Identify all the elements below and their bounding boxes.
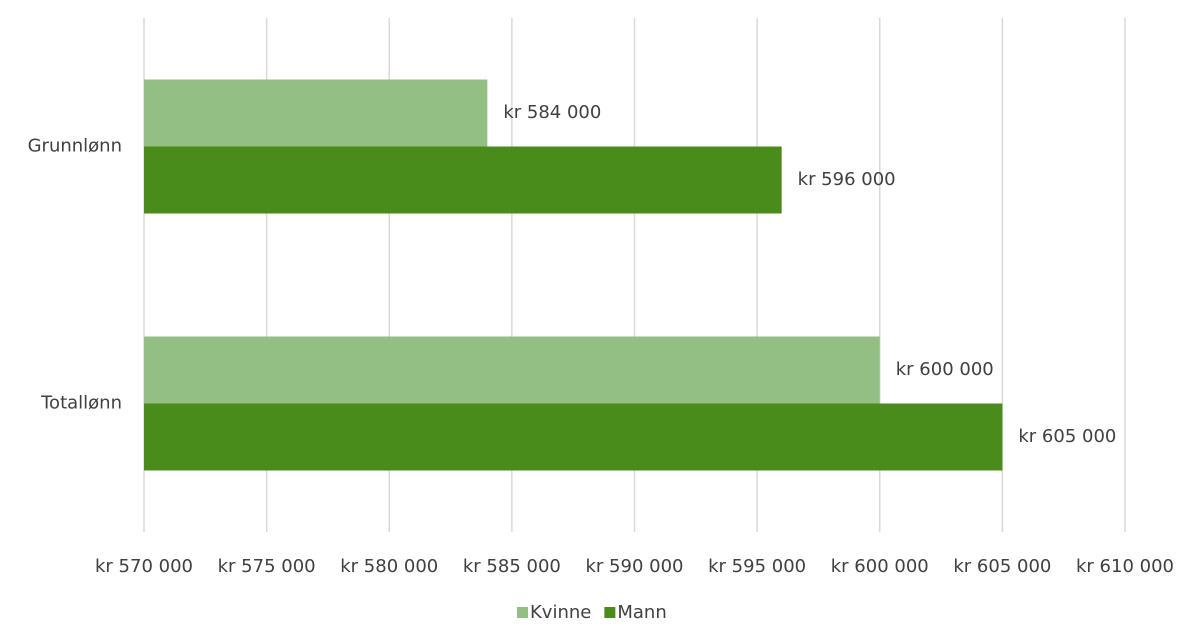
x-tick-label: kr 575 000 — [218, 556, 316, 577]
legend-label: Mann — [617, 602, 666, 623]
x-tick-label: kr 580 000 — [340, 556, 438, 577]
x-tick-label: kr 605 000 — [953, 556, 1051, 577]
x-tick-label: kr 595 000 — [708, 556, 806, 577]
legend-swatch — [604, 607, 616, 618]
y-tick-label: Totallønn — [40, 393, 122, 414]
data-label: kr 596 000 — [798, 169, 896, 190]
x-tick-label: kr 590 000 — [586, 556, 684, 577]
x-tick-label: kr 585 000 — [463, 556, 561, 577]
x-tick-label: kr 600 000 — [831, 556, 929, 577]
legend-swatch — [517, 607, 528, 618]
bar — [144, 146, 782, 214]
bar — [144, 336, 880, 404]
x-tick-label: kr 570 000 — [95, 556, 193, 577]
data-label: kr 600 000 — [896, 359, 994, 380]
y-tick-label: Grunnlønn — [28, 136, 122, 157]
bar — [144, 403, 1003, 471]
data-label: kr 605 000 — [1018, 426, 1116, 447]
legend-label: Kvinne — [530, 602, 591, 623]
x-tick-label: kr 610 000 — [1076, 556, 1174, 577]
bar — [144, 79, 488, 147]
data-label: kr 584 000 — [503, 102, 601, 123]
